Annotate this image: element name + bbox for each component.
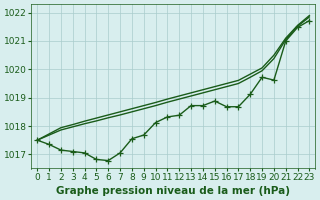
X-axis label: Graphe pression niveau de la mer (hPa): Graphe pression niveau de la mer (hPa) — [56, 186, 290, 196]
